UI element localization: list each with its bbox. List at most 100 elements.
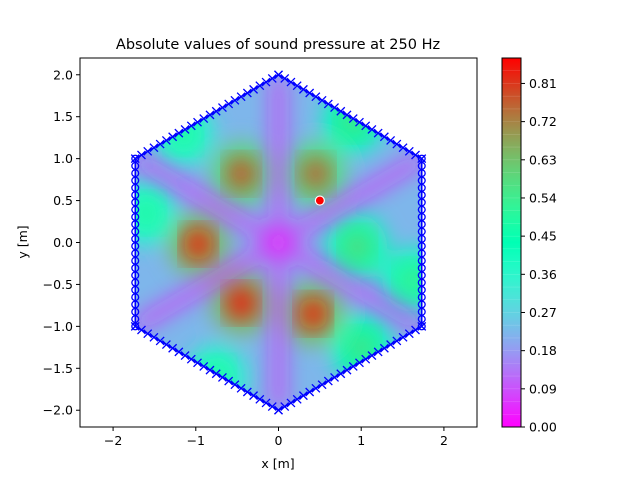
boundary-x-marker bbox=[411, 325, 420, 335]
boundary-x-marker bbox=[261, 398, 271, 408]
boundary-x-marker bbox=[311, 383, 321, 393]
boundary-x-marker bbox=[236, 383, 246, 393]
hotspot-core bbox=[300, 156, 331, 191]
boundary-x-marker bbox=[224, 376, 234, 386]
boundary-x-marker bbox=[330, 372, 340, 382]
boundary-x-marker bbox=[205, 365, 215, 375]
boundary-x-marker bbox=[193, 117, 202, 127]
nodal-line bbox=[135, 154, 422, 331]
boundary-x-marker bbox=[361, 121, 371, 131]
boundary-x-marker bbox=[386, 340, 396, 350]
hotspot-core bbox=[346, 330, 377, 365]
boundary-x-marker bbox=[230, 380, 240, 390]
x-tick-label: 1 bbox=[357, 433, 365, 448]
boundary-x-marker bbox=[155, 336, 165, 346]
boundary-x-marker bbox=[280, 402, 290, 412]
boundary-x-marker bbox=[348, 362, 358, 371]
colorbar-gradient bbox=[502, 58, 521, 427]
boundary-x-marker bbox=[392, 139, 402, 149]
boundary-x-marker bbox=[379, 343, 389, 353]
nodal-lines bbox=[135, 74, 422, 411]
boundary-x-marker bbox=[180, 351, 190, 360]
y-tick-label: 1.5 bbox=[53, 109, 73, 124]
boundary-x-marker bbox=[236, 92, 246, 102]
hotspot-core bbox=[342, 229, 373, 264]
y-tick-label: −1.5 bbox=[43, 361, 73, 376]
boundary-x-marker bbox=[242, 88, 252, 98]
boundary-x-marker bbox=[298, 391, 308, 401]
boundary-x-marker bbox=[317, 380, 327, 390]
boundary-x-marker bbox=[217, 103, 227, 113]
boundary-x-marker bbox=[174, 128, 184, 138]
boundary-x-marker bbox=[398, 332, 408, 342]
boundary-x-marker bbox=[348, 114, 358, 123]
hotspot-core bbox=[135, 196, 162, 231]
boundary-x-marker bbox=[255, 394, 265, 404]
boundary-x-marker bbox=[417, 321, 427, 331]
y-axis-label: y [m] bbox=[15, 225, 30, 258]
boundary-x-marker bbox=[211, 106, 221, 116]
boundary-x-marker bbox=[330, 103, 340, 113]
boundary-x-marker bbox=[267, 73, 277, 83]
colorbar-tick-label: 0.00 bbox=[529, 420, 557, 435]
source-marker bbox=[314, 195, 325, 206]
boundary-x-marker bbox=[230, 95, 240, 105]
colorbar-tick-label: 0.72 bbox=[529, 114, 557, 129]
boundary-x-marker bbox=[367, 125, 377, 134]
boundary-x-marker bbox=[168, 343, 178, 353]
y-axis-ticks: −2.0 −1.5 −1.0 −0.5 0.0 0.5 1.0 1.5 2.0 bbox=[43, 67, 80, 418]
boundary-x-marker bbox=[373, 347, 383, 357]
boundary-x-marker bbox=[174, 347, 184, 357]
colorbar-level-lines bbox=[502, 70, 521, 415]
boundary-x-marker bbox=[274, 405, 283, 415]
hotspot-core bbox=[298, 296, 329, 331]
boundary-x-marker bbox=[193, 358, 202, 368]
boundary-x-marker bbox=[168, 132, 178, 142]
colorbar-tick-label: 0.81 bbox=[529, 76, 557, 91]
boundary-x-marker bbox=[286, 398, 296, 408]
x-tick-label: 2 bbox=[440, 433, 448, 448]
boundary-x-marker bbox=[186, 121, 196, 131]
colorbar-ticks: 0.00 0.09 0.18 0.27 0.36 0.45 0.54 0.63 0.72 0.81 bbox=[521, 76, 557, 435]
boundary-x-marker bbox=[355, 358, 364, 368]
colorbar-tick-label: 0.27 bbox=[529, 305, 557, 320]
boundary-x-marker bbox=[137, 150, 146, 160]
y-tick-label: 0.5 bbox=[53, 193, 73, 208]
boundary-x-marker bbox=[361, 354, 371, 364]
boundary-x-marker bbox=[249, 84, 259, 94]
boundary-x-marker bbox=[355, 117, 364, 127]
colorbar-tick-label: 0.36 bbox=[529, 267, 557, 282]
boundary-x-marker bbox=[379, 132, 389, 142]
boundary-x-marker bbox=[217, 372, 227, 382]
boundary-markers bbox=[130, 70, 427, 415]
source-point bbox=[314, 195, 325, 206]
hotspot-core bbox=[183, 227, 214, 262]
boundary-x-marker bbox=[342, 110, 352, 120]
boundary-x-marker bbox=[161, 135, 171, 145]
boundary-x-marker bbox=[292, 394, 302, 404]
boundary-x-marker bbox=[305, 88, 315, 98]
colorbar-tick-label: 0.18 bbox=[529, 343, 557, 358]
boundary-x-marker bbox=[323, 376, 333, 386]
colorbar-frame bbox=[501, 57, 522, 428]
colorbar-tick-label: 0.63 bbox=[529, 152, 557, 167]
x-tick-label: −1 bbox=[187, 433, 205, 448]
boundary-x-marker bbox=[143, 146, 153, 156]
boundary-x-marker bbox=[386, 135, 396, 145]
hotspot-core bbox=[226, 285, 257, 320]
boundary-x-marker bbox=[186, 354, 196, 364]
boundary-x-marker bbox=[199, 114, 209, 123]
boundary-x-marker bbox=[404, 146, 414, 156]
boundary-x-marker bbox=[249, 391, 259, 401]
boundary-x-marker bbox=[180, 125, 190, 134]
boundary-x-marker bbox=[205, 110, 215, 120]
boundary-x-marker bbox=[323, 99, 333, 109]
boundary-x-marker bbox=[398, 143, 408, 153]
y-tick-label: 1.0 bbox=[53, 151, 73, 166]
y-tick-label: 2.0 bbox=[53, 67, 73, 82]
boundary-x-marker bbox=[336, 369, 346, 379]
boundary-x-marker bbox=[317, 95, 327, 105]
boundary-x-marker bbox=[373, 128, 383, 138]
boundary-x-marker bbox=[280, 73, 290, 83]
